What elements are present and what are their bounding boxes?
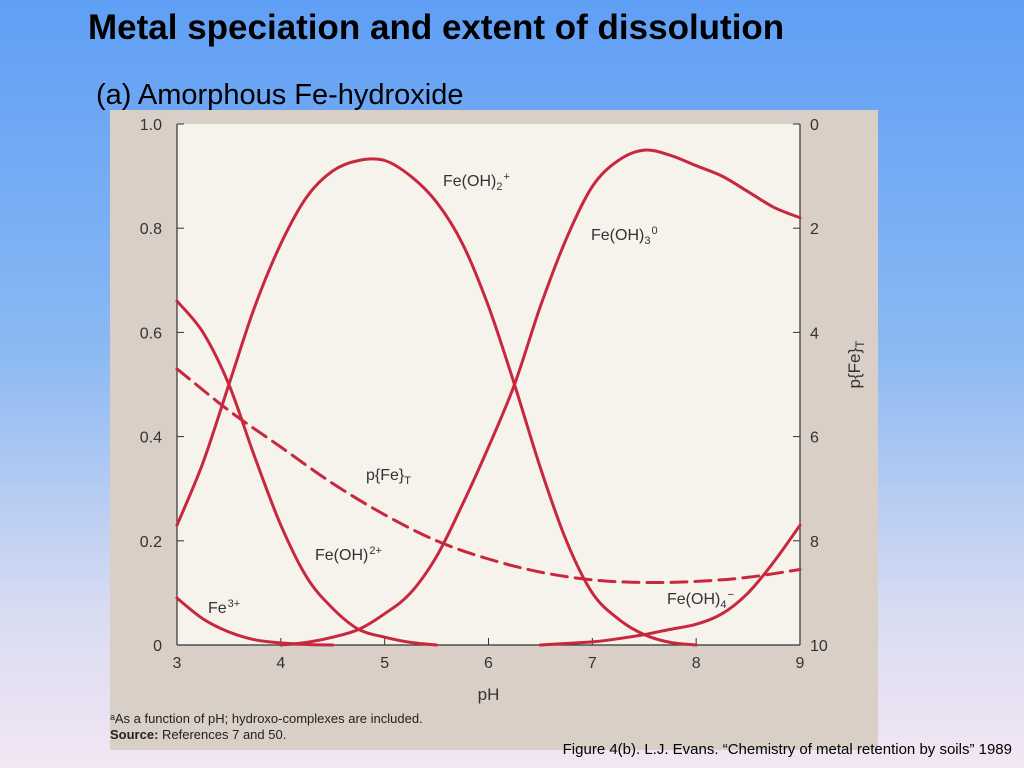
series-label-main: Fe <box>208 600 227 617</box>
slide-title: Metal speciation and extent of dissoluti… <box>88 8 785 47</box>
x-tick-label: 3 <box>173 655 182 672</box>
y-right-tick-label: 6 <box>810 430 819 447</box>
series-line-0 <box>175 596 335 647</box>
series-line-4 <box>538 523 802 647</box>
series-line-2 <box>175 157 698 647</box>
series-label-0: Fe3+ <box>208 598 240 617</box>
series-line-5 <box>175 367 802 585</box>
y-right-axis-label: p{Fe}T <box>845 340 867 389</box>
slide-subtitle: (a) Amorphous Fe-hydroxide <box>96 79 464 111</box>
speciation-chart: 3 4 5 6 7 8 900.20.40.60.81.0 0246810pHp{Fe}TFe… <box>140 117 867 704</box>
plot-area <box>177 124 800 645</box>
figure-panel: 3 4 5 6 7 8 9 0 0.2 0.4 0.6 0.8 1.0 0 2 4 6 8 10 pH p{Fe}T Fe… <box>110 110 878 750</box>
x-tick-label: 9 <box>796 655 805 672</box>
source-line: Source: References 7 and 50. <box>110 727 423 743</box>
series-line-1 <box>175 299 439 647</box>
series-label-main: p{Fe} <box>366 467 405 484</box>
y-left-tick-label: 0.8 <box>140 221 162 238</box>
y-right-axis-label-main: p{Fe} <box>845 348 864 389</box>
x-tick-label: 5 <box>380 655 389 672</box>
y-left-tick-label: 1.0 <box>140 117 162 134</box>
footnote-line: ᵃAs a function of pH; hydroxo-complexes … <box>110 711 423 726</box>
series-label-sup: 0 <box>651 225 657 237</box>
series-line-3 <box>279 148 802 647</box>
source-label: Source: <box>110 727 159 742</box>
series-label-sup: − <box>727 589 733 601</box>
series-label-main: Fe(OH) <box>591 227 644 244</box>
y-right-tick-label: 2 <box>810 221 819 238</box>
series-label-sub: 4 <box>720 599 726 611</box>
series-label-4: Fe(OH)4− <box>667 589 734 611</box>
x-tick-label: 4 <box>276 655 285 672</box>
figure-caption: Figure 4(b). L.J. Evans. “Chemistry of m… <box>562 741 1012 758</box>
y-right-tick-label: 10 <box>810 638 828 655</box>
series-label-sub: 3 <box>644 235 650 247</box>
y-left-tick-label: 0 <box>153 638 162 655</box>
series-label-sub: 2 <box>496 181 502 193</box>
series-label-main: Fe(OH) <box>315 547 368 564</box>
source-text: References 7 and 50. <box>158 727 287 742</box>
series-label-main: Fe(OH) <box>667 591 720 608</box>
y-right-axis-label-sub: T <box>853 340 867 348</box>
x-tick-label: 7 <box>588 655 597 672</box>
footnote: ᵃAs a function of pH; hydroxo-complexes … <box>110 711 423 743</box>
y-right-tick-label: 0 <box>810 117 819 134</box>
y-right-tick-label: 8 <box>810 534 819 551</box>
series-label-sup: 3+ <box>228 598 241 610</box>
x-tick-label: 6 <box>484 655 493 672</box>
series-label-sub: T <box>404 475 411 487</box>
x-tick-label: 8 <box>692 655 701 672</box>
x-axis-label: pH <box>478 685 500 704</box>
series-label-2: Fe(OH)2+ <box>443 171 510 193</box>
y-left-tick-label: 0.6 <box>140 325 162 342</box>
series-label-3: Fe(OH)30 <box>591 225 658 247</box>
series-label-sup: + <box>503 171 509 183</box>
series-label-5: p{Fe}T <box>366 467 411 487</box>
series-label-1: Fe(OH)2+ <box>315 545 382 564</box>
y-right-tick-label: 4 <box>810 325 819 342</box>
y-left-tick-label: 0.4 <box>140 430 162 447</box>
series-label-sup: 2+ <box>369 545 382 557</box>
y-left-tick-label: 0.2 <box>140 534 162 551</box>
series-label-main: Fe(OH) <box>443 173 496 190</box>
